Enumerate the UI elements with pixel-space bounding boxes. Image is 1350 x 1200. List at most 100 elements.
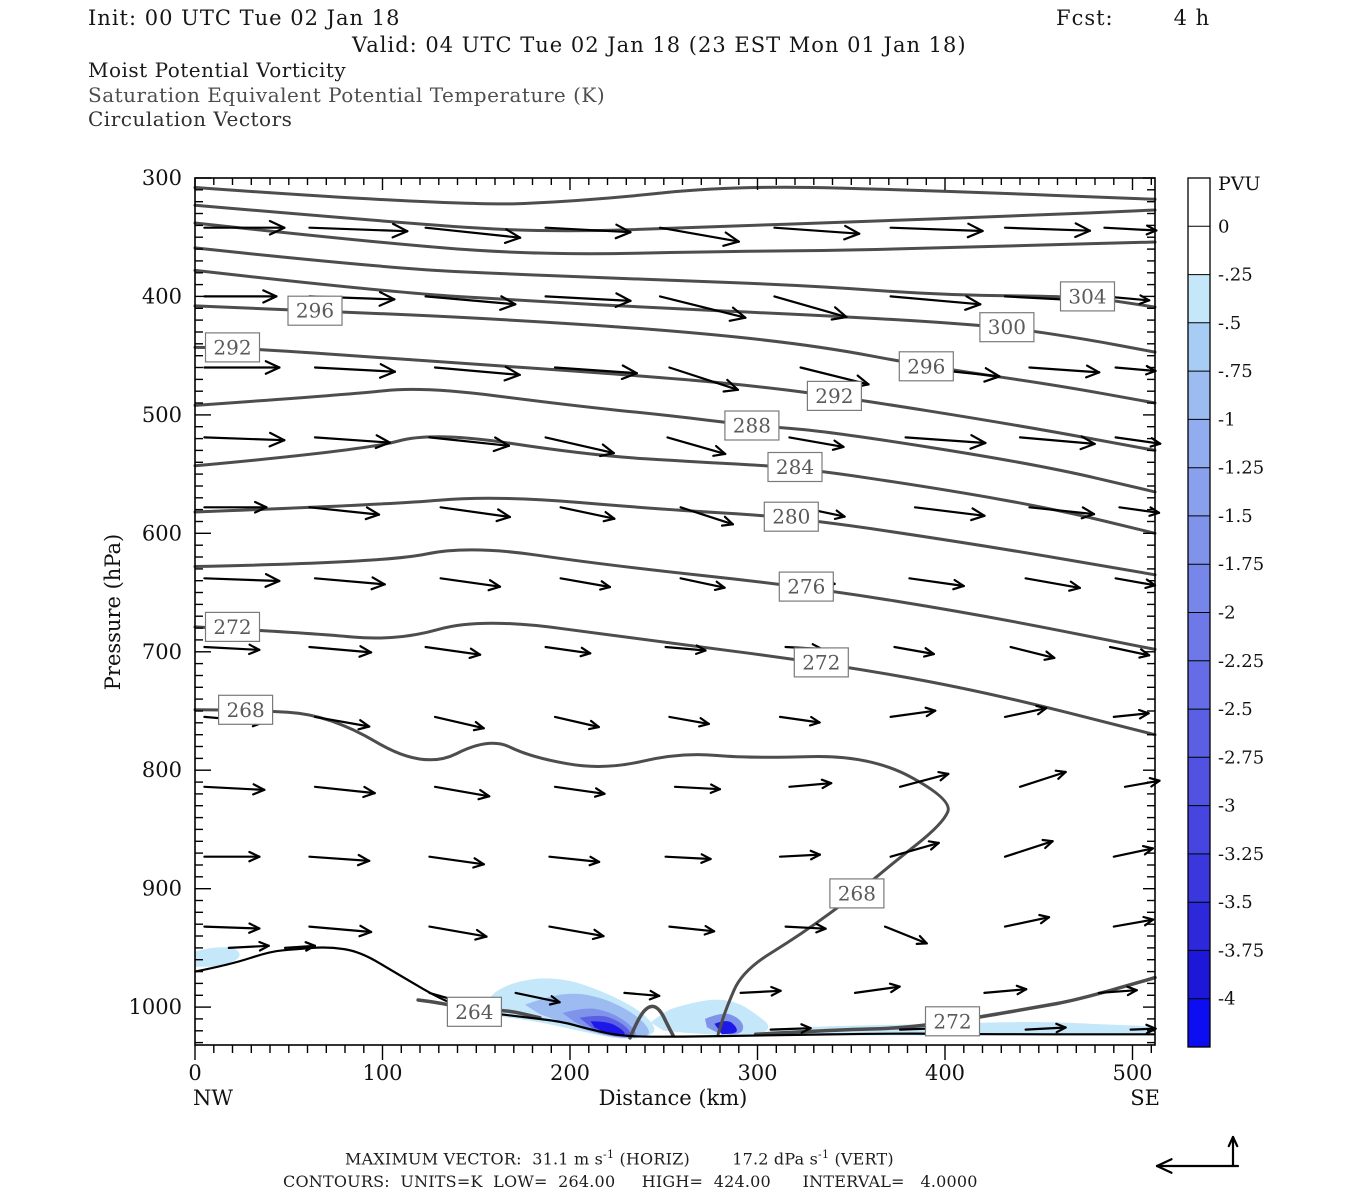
vector-stroke — [474, 720, 485, 730]
vector-stroke — [514, 991, 561, 1004]
vector-stroke — [252, 788, 266, 796]
contour-line-280 — [193, 496, 1157, 577]
vector-stroke — [722, 240, 740, 247]
vector-stroke — [424, 645, 482, 656]
contour-label-box — [763, 501, 819, 532]
vector-stroke — [1145, 364, 1157, 373]
vector-stroke — [1108, 645, 1151, 657]
vector-stroke — [728, 316, 747, 322]
circulation-vector-arrow — [308, 222, 409, 239]
vector-stroke — [1138, 654, 1151, 659]
vector-stroke — [268, 219, 286, 229]
y-tick-label: 1000 — [129, 995, 182, 1019]
colorbar-tick-label: -2.75 — [1218, 747, 1264, 768]
vector-stroke — [363, 785, 376, 795]
circulation-vector-arrow — [544, 645, 592, 658]
contour-label-box — [979, 312, 1035, 343]
circulation-vector-arrow — [548, 855, 601, 867]
y-tick-label: 800 — [142, 758, 182, 782]
contour-line-276 — [193, 548, 1157, 651]
circulation-vector-arrow — [889, 222, 984, 239]
y-tick-label: 500 — [142, 403, 182, 427]
vector-stroke — [820, 778, 833, 785]
circulation-vector-arrow — [203, 431, 286, 448]
contour-line-264 — [628, 1004, 675, 1040]
contour-label-280: 280 — [772, 505, 810, 529]
vector-stroke — [587, 725, 600, 731]
valid-time-label: Valid: 04 UTC Tue 02 Jan 18 (23 EST Mon … — [352, 33, 967, 57]
circulation-vector-arrow — [668, 715, 710, 728]
colorbar-segment — [1188, 178, 1210, 227]
vector-stroke — [967, 222, 984, 233]
vector-stroke — [248, 927, 261, 934]
vector-stroke — [713, 586, 726, 592]
vector-stroke — [359, 645, 373, 654]
circulation-vector-arrow — [1112, 708, 1150, 720]
vector-stroke — [1155, 1164, 1173, 1174]
colorbar-tick-label: 0 — [1218, 216, 1229, 237]
vector-stroke — [1074, 222, 1092, 232]
circulation-vector-arrow — [908, 577, 965, 591]
circulation-vector-arrow — [664, 853, 712, 864]
circulation-vector-arrow — [658, 295, 747, 322]
vector-stroke — [810, 715, 821, 724]
contour-label-284: 284 — [776, 455, 814, 479]
contour-label-296: 296 — [907, 354, 945, 378]
circulation-vector-arrow — [313, 785, 376, 799]
vector-stroke — [679, 577, 726, 589]
vector-stroke — [580, 646, 592, 655]
vector-stroke — [709, 788, 722, 795]
circulation-vector-arrow — [203, 219, 286, 236]
vector-stroke — [723, 515, 735, 526]
vector-stroke — [821, 781, 833, 790]
vector-stroke — [203, 925, 261, 930]
vector-stroke — [658, 226, 740, 243]
circulation-vector-arrow — [1114, 364, 1157, 376]
vector-stroke — [1054, 769, 1067, 774]
circulation-vector-arrow — [1112, 915, 1155, 928]
circulation-vector-arrow — [658, 226, 740, 247]
vector-stroke — [809, 853, 822, 861]
title-field-1: Moist Potential Vorticity — [88, 58, 347, 82]
vector-stroke — [925, 709, 937, 718]
circulation-vector-arrow — [203, 783, 266, 796]
vector-stroke — [1150, 437, 1162, 445]
vector-stroke — [1036, 707, 1048, 716]
colorbar-tick-label: -2 — [1218, 603, 1236, 624]
colorbar-tick-label: -1.5 — [1218, 506, 1253, 527]
contour-label-272: 272 — [213, 615, 251, 639]
vector-stroke — [550, 995, 561, 1004]
vector-stroke — [1126, 989, 1138, 997]
circulation-vector-arrow — [424, 226, 522, 244]
contour-line-308 — [193, 221, 1157, 256]
vector-stroke — [937, 770, 950, 776]
vector-stroke — [313, 577, 386, 586]
circulation-vector-arrow — [904, 434, 987, 450]
vector-stroke — [591, 934, 605, 941]
circulation-vector-arrow — [778, 849, 822, 861]
circulation-vector-arrow — [889, 295, 982, 311]
vector-stroke — [679, 506, 735, 526]
vector-stroke — [1003, 840, 1054, 858]
contour-label-box — [218, 694, 274, 725]
vector-stroke — [1016, 988, 1028, 996]
circulation-vector-arrow — [623, 989, 661, 1001]
vector-stroke — [888, 982, 901, 988]
vector-stroke — [844, 224, 861, 235]
x-tick-label: 0 — [188, 1061, 201, 1085]
vector-stroke — [620, 372, 638, 381]
vector-stroke — [927, 840, 940, 845]
y-tick-label: 600 — [142, 521, 182, 545]
vector-stroke — [392, 222, 409, 233]
circulation-vector-arrow — [1018, 769, 1067, 788]
vector-stroke — [853, 985, 901, 995]
circulation-vector-arrow — [1003, 913, 1051, 928]
circulation-vector-arrow — [433, 785, 491, 801]
vector-stroke — [970, 434, 987, 445]
max-vector-annotation: MAXIMUM VECTOR: 31.1 m s-1 (HORIZ) 17.2 … — [345, 1148, 894, 1169]
circulation-vector-arrow — [203, 500, 268, 514]
vector-stroke — [474, 935, 488, 941]
vector-stroke — [1038, 913, 1051, 919]
vector-stroke — [833, 515, 846, 521]
circulation-vector-arrow — [203, 289, 278, 304]
